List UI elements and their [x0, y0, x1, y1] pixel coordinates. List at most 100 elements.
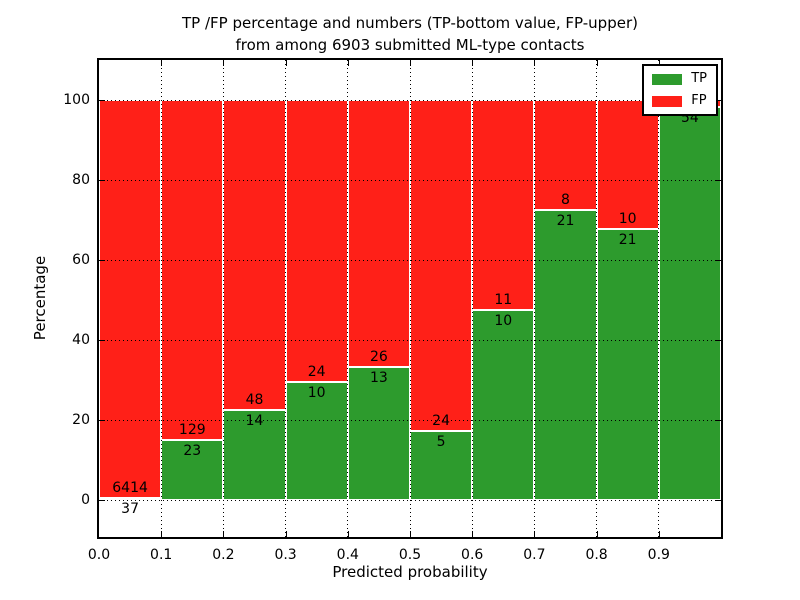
gridline-vertical: [658, 60, 660, 537]
bar-fp-segment: [99, 100, 162, 498]
gridline-vertical: [409, 60, 411, 537]
x-tick-mark: [658, 531, 660, 537]
x-tick-mark: [347, 531, 349, 537]
gridline-horizontal: [99, 179, 721, 181]
y-tick-label: 20: [72, 412, 90, 428]
x-tick-label: 0.5: [398, 547, 422, 563]
y-tick-mark: [715, 100, 721, 101]
bar-tp-segment: [534, 210, 597, 500]
x-tick-mark: [161, 60, 163, 66]
tp-count-label: 21: [556, 213, 575, 230]
x-tick-mark: [410, 531, 411, 537]
fp-count-label: 129: [178, 421, 206, 438]
gridline-vertical: [347, 60, 349, 537]
fp-count-label: 11: [494, 291, 513, 308]
x-tick-mark: [472, 531, 474, 537]
bar-tp-segment: [99, 497, 162, 500]
bar-tp-segment: [347, 366, 410, 500]
gridline-horizontal: [99, 339, 721, 341]
gridline-vertical: [285, 60, 287, 537]
fp-count-label: 8: [561, 192, 570, 209]
tp-count-label: 37: [121, 500, 139, 517]
gridline-horizontal: [99, 499, 721, 501]
x-tick-label: 0.0: [87, 547, 111, 563]
fp-count-label: 24: [307, 364, 326, 381]
x-tick-mark: [534, 531, 536, 537]
bar-fp-segment: [596, 100, 659, 230]
x-tick-label: 0.4: [336, 547, 359, 563]
x-tick-label: 0.9: [647, 547, 670, 563]
x-tick-mark: [285, 60, 287, 66]
fp-count-label: 48: [245, 391, 264, 408]
x-tick-mark: [472, 60, 474, 66]
bar-tp-segment: [161, 439, 224, 500]
tp-count-label: 5: [436, 434, 446, 451]
bar-fp-segment: [410, 100, 473, 432]
y-tick-label: 100: [63, 92, 90, 108]
x-axis-label: Predicted probability: [332, 563, 488, 581]
fp-count-label: 6414: [112, 479, 148, 496]
bar-tp-segment: [223, 409, 286, 500]
bar-tp-segment: [596, 229, 659, 500]
legend-item: FP: [652, 94, 707, 108]
fp-legend-swatch-icon: [652, 95, 683, 107]
gridline-vertical: [533, 60, 535, 537]
y-tick-mark: [715, 340, 721, 341]
y-tick-mark: [99, 100, 105, 101]
gridline-horizontal: [99, 259, 721, 261]
y-tick-mark: [99, 180, 105, 181]
tp-count-label: 13: [369, 369, 388, 386]
bar-fp-segment: [472, 100, 535, 310]
bar-tp-segment: [472, 309, 535, 500]
y-tick-mark: [99, 500, 105, 501]
x-tick-label: 0.2: [212, 547, 235, 563]
x-tick-label: 0.3: [274, 547, 297, 563]
bar-tp-segment: [410, 431, 473, 500]
gridline-horizontal: [99, 419, 721, 421]
y-tick-mark: [99, 260, 105, 261]
legend: TP FP: [642, 64, 718, 116]
x-tick-label: 0.6: [461, 547, 484, 563]
plot-area: TP FP 6414 37 129 23 48 14 24 10 26 13 24 5 11 10 8 21 10…: [97, 58, 723, 539]
tp-count-label: 23: [183, 442, 202, 459]
y-tick-label: 80: [72, 172, 90, 188]
legend-item-label: TP: [691, 71, 707, 86]
bar-fp-segment: [285, 100, 348, 383]
gridline-vertical: [160, 60, 162, 537]
x-tick-mark: [347, 60, 349, 66]
tp-legend-swatch-icon: [652, 73, 683, 85]
x-tick-mark: [596, 531, 598, 537]
gridline-vertical: [222, 60, 224, 537]
fp-count-label: 26: [369, 348, 388, 365]
tp-count-label: 21: [618, 232, 637, 249]
legend-item: TP: [652, 72, 707, 86]
bar-fp-segment: [534, 100, 597, 211]
chart-title-line1: TP /FP percentage and numbers (TP-bottom…: [182, 14, 638, 32]
y-tick-mark: [715, 500, 721, 501]
bar-tp-segment: [658, 107, 721, 500]
tp-count-label: 14: [245, 412, 264, 429]
y-tick-mark: [715, 420, 721, 421]
legend-item-label: FP: [691, 93, 707, 108]
bar-tp-segment: [285, 382, 348, 500]
tp-count-label: 10: [494, 312, 513, 329]
x-tick-mark: [658, 60, 660, 66]
x-tick-mark: [223, 531, 225, 537]
y-tick-mark: [715, 180, 721, 181]
gridline-vertical: [471, 60, 473, 537]
x-tick-mark: [410, 60, 411, 66]
y-tick-label: 0: [81, 492, 90, 508]
y-tick-mark: [715, 260, 721, 261]
gridline-vertical: [596, 60, 598, 537]
x-tick-mark: [223, 60, 225, 66]
bar-fp-segment: [347, 100, 410, 367]
x-tick-mark: [161, 531, 163, 537]
tp-count-label: 10: [307, 385, 326, 402]
x-tick-mark: [596, 60, 598, 66]
chart-title-line2: from among 6903 submitted ML-type contac…: [235, 36, 585, 54]
x-tick-label: 0.7: [523, 547, 546, 563]
fp-count-label: 10: [618, 211, 637, 228]
y-tick-label: 40: [72, 332, 90, 348]
gridline-horizontal: [99, 99, 721, 101]
